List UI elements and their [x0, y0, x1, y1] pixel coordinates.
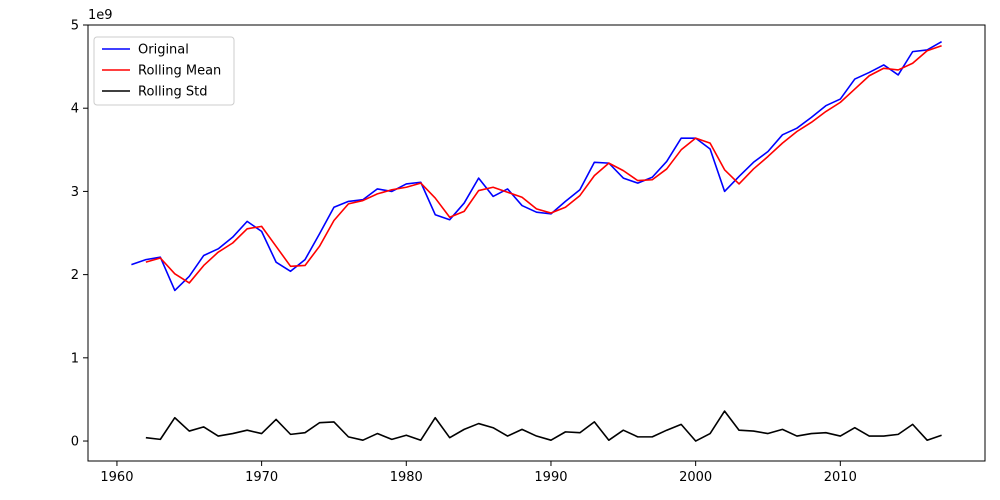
y-axis-scale-label: 1e9: [88, 8, 113, 23]
legend-label-original: Original: [138, 43, 189, 58]
plot-area: [87, 24, 986, 462]
legend: Original Rolling Mean Rolling Std: [93, 36, 235, 106]
series-layer: [131, 40, 942, 442]
y-tick-label: 3: [71, 185, 79, 200]
series-line-original: [131, 40, 942, 292]
y-tick-label: 5: [71, 19, 79, 34]
y-tick-label: 1: [71, 351, 79, 366]
x-tick-label: 1960: [100, 470, 133, 485]
series-line-rolling-std: [145, 410, 942, 442]
x-axis: 1960 1970 1980 1990 2000 2010: [100, 461, 857, 485]
x-tick-label: 2000: [679, 470, 712, 485]
y-axis: 0 1 2 3 4 5: [71, 19, 88, 450]
y-tick-label: 4: [71, 102, 79, 117]
x-tick-label: 1980: [390, 470, 423, 485]
plot-frame: [87, 24, 986, 462]
legend-label-rolling-mean: Rolling Mean: [138, 64, 221, 79]
y-tick-label: 0: [71, 435, 79, 450]
series-line-rolling-mean: [145, 45, 942, 284]
x-tick-label: 1990: [534, 470, 567, 485]
y-tick-label: 2: [71, 268, 79, 283]
x-tick-label: 1970: [245, 470, 278, 485]
x-tick-label: 2010: [824, 470, 857, 485]
legend-label-rolling-std: Rolling Std: [138, 85, 207, 100]
legend-box: [93, 36, 235, 106]
